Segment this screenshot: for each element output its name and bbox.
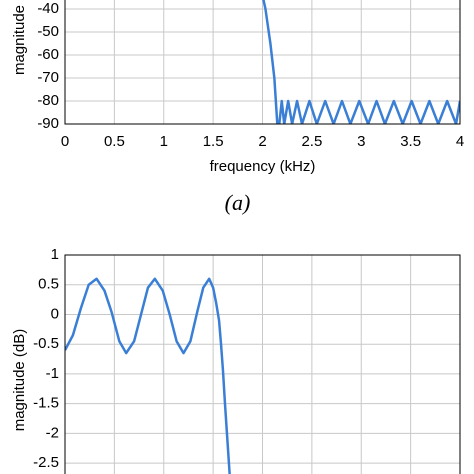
x-tick-label: 1.5 — [203, 133, 224, 150]
x-tick-label: 3.5 — [400, 133, 421, 150]
y-axis-label: magnitude (dB) — [11, 329, 28, 432]
y-tick-label: 0 — [51, 305, 59, 322]
x-tick-label: 4 — [456, 133, 464, 150]
y-axis-label: magnitude — [11, 5, 28, 75]
y-tick-label: -1 — [46, 365, 59, 382]
data-line — [262, 0, 460, 124]
data-line — [65, 277, 231, 474]
plot-frame — [64, 0, 461, 125]
caption: (a) — [225, 190, 251, 215]
x-axis-label: frequency (kHz) — [210, 158, 316, 175]
x-tick-label: 0 — [61, 133, 69, 150]
y-tick-label: 0.5 — [38, 276, 59, 293]
x-tick-label: 1 — [160, 133, 168, 150]
y-tick-label: -2 — [46, 424, 59, 441]
y-tick-label: -1.5 — [33, 395, 59, 412]
x-tick-label: 2.5 — [301, 133, 322, 150]
plot-frame — [64, 254, 461, 474]
y-tick-label: -80 — [37, 92, 59, 109]
y-tick-label: -40 — [37, 0, 59, 17]
x-tick-label: 3 — [357, 133, 365, 150]
y-tick-label: -50 — [37, 23, 59, 40]
y-tick-label: 1 — [51, 246, 59, 263]
y-tick-label: -0.5 — [33, 335, 59, 352]
y-tick-label: -2.5 — [33, 454, 59, 471]
x-tick-label: 0.5 — [104, 133, 125, 150]
x-tick-label: 2 — [258, 133, 266, 150]
y-tick-label: -70 — [37, 69, 59, 86]
y-tick-label: -90 — [37, 115, 59, 132]
y-tick-label: -60 — [37, 46, 59, 63]
